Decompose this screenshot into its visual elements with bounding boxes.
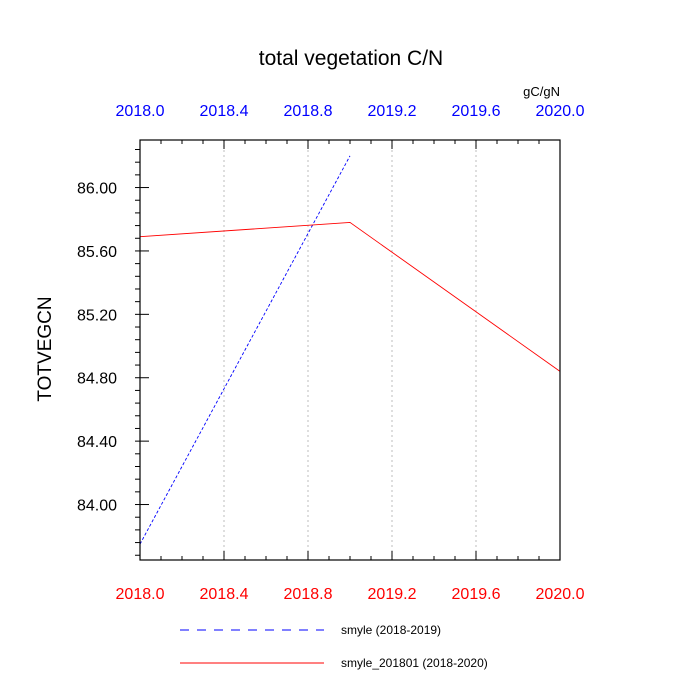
axes: 2018.0 2018.0 2018.4 2018.4 2018.8 2018.8 2019…: [77, 103, 585, 603]
grid: [223, 140, 477, 560]
y-tick-label: 84.00: [77, 498, 117, 515]
plot-frame: [139, 139, 561, 561]
x-tick-label-top: 2019.2: [368, 103, 417, 120]
series-line-2: [139, 221, 561, 372]
y-tick-label: 85.60: [77, 244, 117, 261]
x-tick-label-top: 2018.0: [116, 103, 165, 120]
x-tick-label-bottom: 2018.0: [116, 586, 165, 603]
x-tick-label-top: 2018.8: [284, 103, 333, 120]
y-tick-label: 85.20: [77, 307, 117, 324]
x-tick-label-bottom: 2019.6: [452, 586, 501, 603]
x-tick-label-bottom: 2019.2: [368, 586, 417, 603]
x-tick-label-top: 2020.0: [536, 103, 585, 120]
series-line-1: [139, 155, 351, 545]
legend: smyle (2018-2019) smyle_201801 (2018-2020…: [180, 623, 488, 670]
legend-label-1: smyle (2018-2019): [341, 623, 441, 637]
y-tick-label: 86.00: [77, 181, 117, 198]
x-tick-label-bottom: 2018.8: [284, 586, 333, 603]
x-tick-label-top: 2018.4: [200, 103, 249, 120]
y-tick-label: 84.40: [77, 434, 117, 451]
legend-label-2: smyle_201801 (2018-2020): [341, 656, 488, 670]
chart-title: total vegetation C/N: [259, 47, 443, 70]
x-tick-label-top: 2019.6: [452, 103, 501, 120]
y-tick-label: 84.80: [77, 371, 117, 388]
x-tick-label-bottom: 2020.0: [536, 586, 585, 603]
x-tick-label-bottom: 2018.4: [200, 586, 249, 603]
plot-series: [139, 155, 561, 545]
y-axis-label: TOTVEGCN: [35, 296, 56, 401]
units-label: gC/gN: [523, 84, 560, 99]
